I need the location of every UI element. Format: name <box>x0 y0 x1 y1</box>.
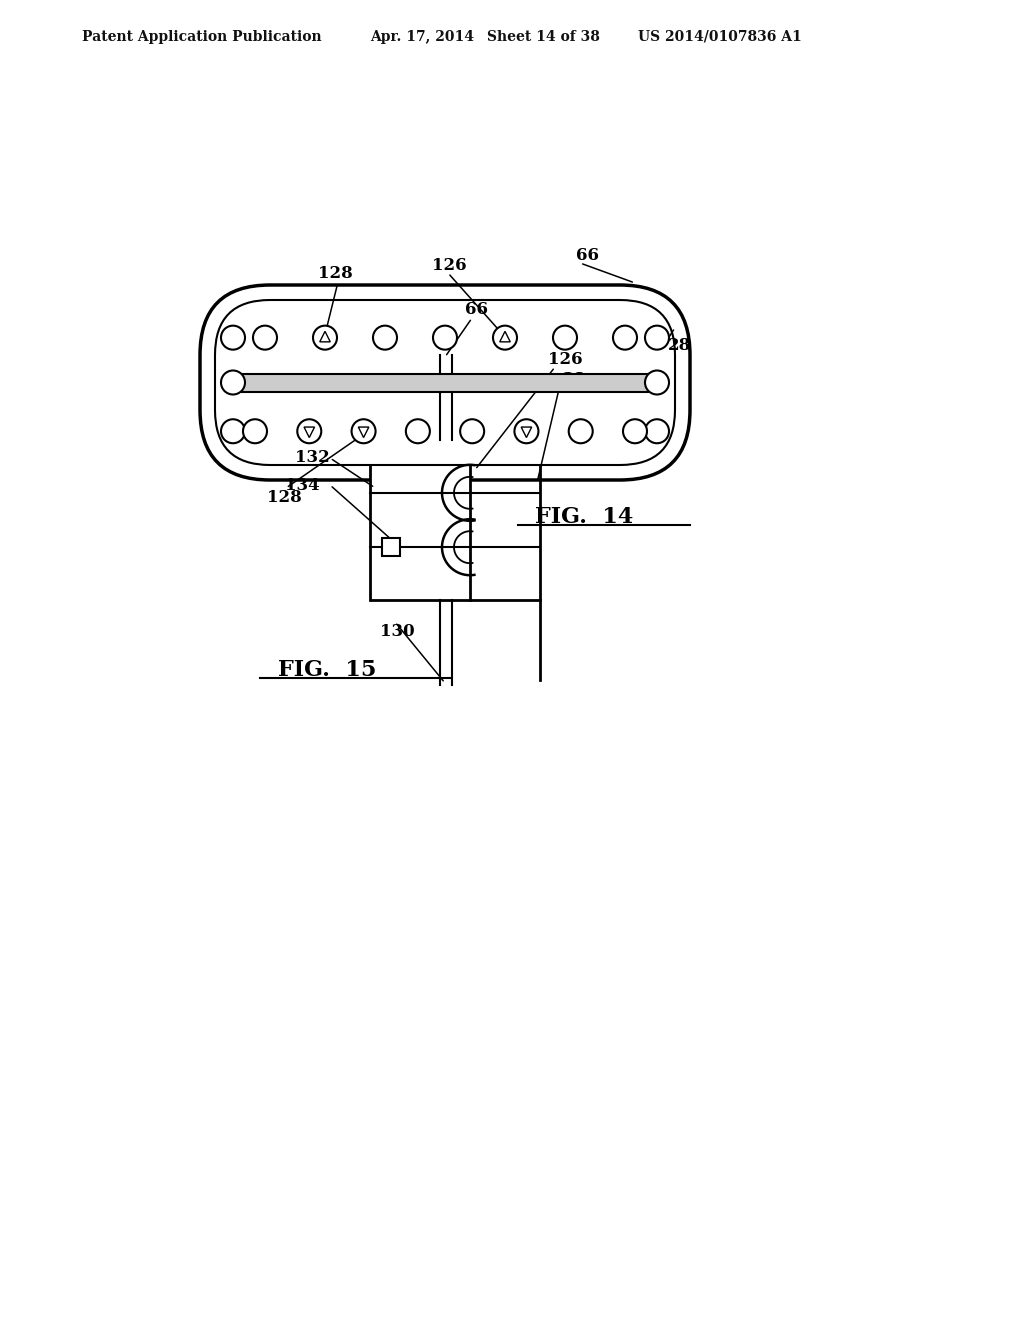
Bar <box>382 539 400 556</box>
Text: FIG.  15: FIG. 15 <box>278 659 377 681</box>
Text: 128: 128 <box>318 264 352 281</box>
Circle shape <box>313 326 337 350</box>
Text: FIG.  14: FIG. 14 <box>535 506 633 528</box>
Text: 130: 130 <box>380 623 415 640</box>
Text: 66: 66 <box>465 301 488 318</box>
Circle shape <box>221 420 245 444</box>
Bar <box>242 374 648 392</box>
Polygon shape <box>500 331 510 342</box>
Circle shape <box>297 420 322 444</box>
Circle shape <box>514 420 539 444</box>
Circle shape <box>221 326 245 350</box>
Circle shape <box>221 371 245 395</box>
Circle shape <box>243 420 267 444</box>
Polygon shape <box>319 331 331 342</box>
Circle shape <box>645 371 669 395</box>
Text: 126: 126 <box>432 256 467 273</box>
FancyBboxPatch shape <box>215 300 675 465</box>
Polygon shape <box>521 428 531 437</box>
Text: Apr. 17, 2014: Apr. 17, 2014 <box>370 30 474 44</box>
Circle shape <box>623 420 647 444</box>
Text: 66: 66 <box>575 247 599 264</box>
Text: US 2014/0107836 A1: US 2014/0107836 A1 <box>638 30 802 44</box>
Circle shape <box>493 326 517 350</box>
Text: 134: 134 <box>285 477 319 494</box>
Circle shape <box>613 326 637 350</box>
Circle shape <box>553 326 577 350</box>
Circle shape <box>351 420 376 444</box>
Text: Sheet 14 of 38: Sheet 14 of 38 <box>487 30 600 44</box>
Text: 28: 28 <box>563 371 587 388</box>
Polygon shape <box>358 428 369 437</box>
Text: 126: 126 <box>548 351 583 368</box>
Polygon shape <box>304 428 314 437</box>
Circle shape <box>568 420 593 444</box>
Bar <box>370 440 470 601</box>
Circle shape <box>373 326 397 350</box>
Text: 132: 132 <box>295 450 330 466</box>
Circle shape <box>645 420 669 444</box>
Circle shape <box>406 420 430 444</box>
FancyBboxPatch shape <box>200 285 690 480</box>
Circle shape <box>253 326 278 350</box>
Circle shape <box>645 326 669 350</box>
Circle shape <box>433 326 457 350</box>
Circle shape <box>460 420 484 444</box>
Text: Patent Application Publication: Patent Application Publication <box>82 30 322 44</box>
Text: 128: 128 <box>267 490 302 507</box>
Text: 28: 28 <box>668 337 691 354</box>
